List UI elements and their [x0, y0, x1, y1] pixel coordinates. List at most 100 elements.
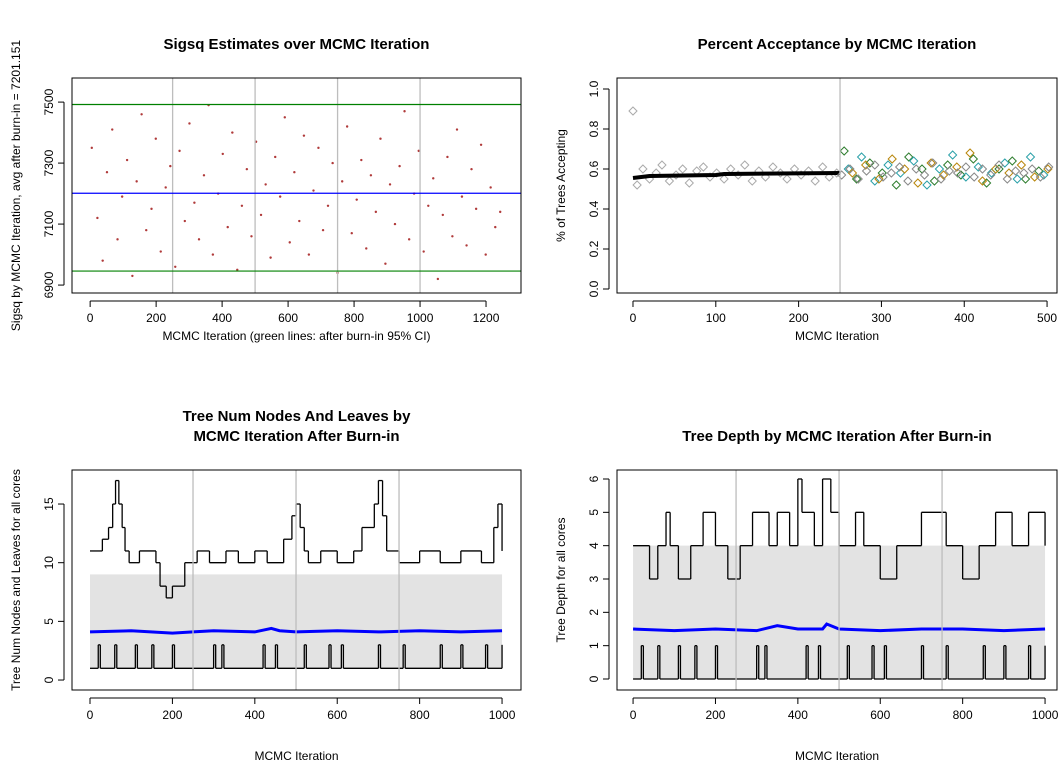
point	[269, 256, 272, 259]
point	[968, 154, 979, 164]
point	[393, 222, 397, 226]
x-axis-label: MCMC Iteration	[795, 329, 879, 343]
y-tick-label: 5	[42, 618, 56, 625]
plot-frame	[71, 77, 522, 294]
point	[1027, 164, 1037, 174]
chart-title: Percent Acceptance by MCMC Iteration	[698, 36, 977, 53]
point	[140, 113, 143, 116]
y-axis-label: Tree Depth for all cores	[554, 518, 568, 643]
point	[938, 170, 949, 180]
line	[89, 626, 503, 635]
point	[870, 160, 880, 170]
point	[417, 149, 420, 153]
point	[174, 265, 177, 268]
y-tick-label: 15	[42, 497, 56, 511]
point	[240, 204, 244, 207]
point	[436, 277, 440, 281]
point	[851, 174, 862, 184]
point	[470, 167, 473, 171]
point	[321, 228, 325, 232]
x-tick-label: 1000	[407, 311, 434, 325]
x-tick-label: 1200	[473, 311, 500, 325]
point	[922, 180, 932, 190]
x-axis-label: MCMC Iteration (green lines: after burn-…	[162, 329, 430, 343]
point	[384, 262, 387, 265]
point	[1012, 174, 1022, 184]
point	[725, 164, 736, 174]
plot-area	[633, 470, 1046, 690]
point	[150, 207, 153, 211]
point	[379, 137, 382, 140]
point	[638, 164, 648, 174]
point	[221, 152, 224, 156]
point	[250, 235, 253, 238]
point	[870, 176, 880, 186]
y-tick-label: 3	[587, 575, 601, 582]
point	[911, 164, 921, 174]
point	[944, 166, 955, 176]
y-tick-label: 7100	[42, 210, 56, 237]
point	[1002, 174, 1013, 184]
x-axis-label: MCMC Iteration	[254, 749, 338, 763]
point	[236, 268, 239, 272]
point	[188, 122, 191, 125]
x-tick-label: 1000	[1032, 708, 1059, 722]
point	[407, 238, 411, 241]
point	[836, 170, 847, 180]
chart-title: Tree Num Nodes And Leaves by	[183, 408, 412, 425]
y-axis-label: Sigsq by MCMC Iteration, avg after burn-…	[9, 40, 23, 331]
point	[986, 170, 996, 180]
point	[432, 177, 435, 180]
chart-title: Sigsq Estimates over MCMC Iteration	[164, 36, 430, 53]
point	[116, 238, 119, 241]
plot-frame	[71, 469, 522, 691]
point	[657, 160, 667, 170]
point	[422, 250, 425, 253]
point	[455, 128, 459, 131]
point	[628, 106, 638, 116]
point	[874, 174, 884, 184]
point	[894, 162, 905, 172]
x-tick-label: 800	[953, 708, 973, 722]
point	[274, 155, 277, 159]
point	[312, 189, 315, 192]
plot-frame	[616, 469, 1058, 691]
point	[465, 244, 468, 247]
point	[928, 158, 938, 168]
y-tick-label: 6	[587, 475, 601, 482]
point	[839, 146, 849, 156]
panel: Tree Num Nodes And Leaves by MCMC Iterati…	[9, 408, 522, 763]
point	[768, 162, 778, 172]
point	[961, 162, 971, 172]
point	[977, 164, 988, 174]
point	[211, 253, 215, 256]
point	[365, 247, 368, 250]
x-axis-label: MCMC Iteration	[795, 749, 879, 763]
point	[202, 174, 206, 177]
point	[934, 164, 945, 174]
point	[226, 225, 229, 229]
y-tick-label: 0.2	[587, 240, 601, 257]
point	[952, 162, 962, 172]
point	[159, 250, 162, 253]
y-tick-label: 0	[587, 675, 601, 682]
point	[288, 241, 291, 244]
point	[169, 164, 172, 168]
point	[947, 150, 958, 160]
point	[817, 162, 828, 172]
y-tick-label: 5	[587, 509, 601, 516]
y-tick-label: 7300	[42, 149, 56, 176]
point	[856, 152, 867, 162]
x-tick-label: 1000	[489, 708, 516, 722]
y-axis-label: Tree Num Nodes and Leaves for all cores	[9, 469, 23, 691]
point	[909, 156, 919, 166]
point	[1007, 156, 1017, 166]
point	[398, 164, 401, 168]
point	[891, 180, 902, 190]
point	[451, 235, 454, 238]
point	[899, 164, 910, 174]
point	[664, 176, 675, 186]
point	[883, 160, 893, 170]
point	[441, 213, 445, 217]
